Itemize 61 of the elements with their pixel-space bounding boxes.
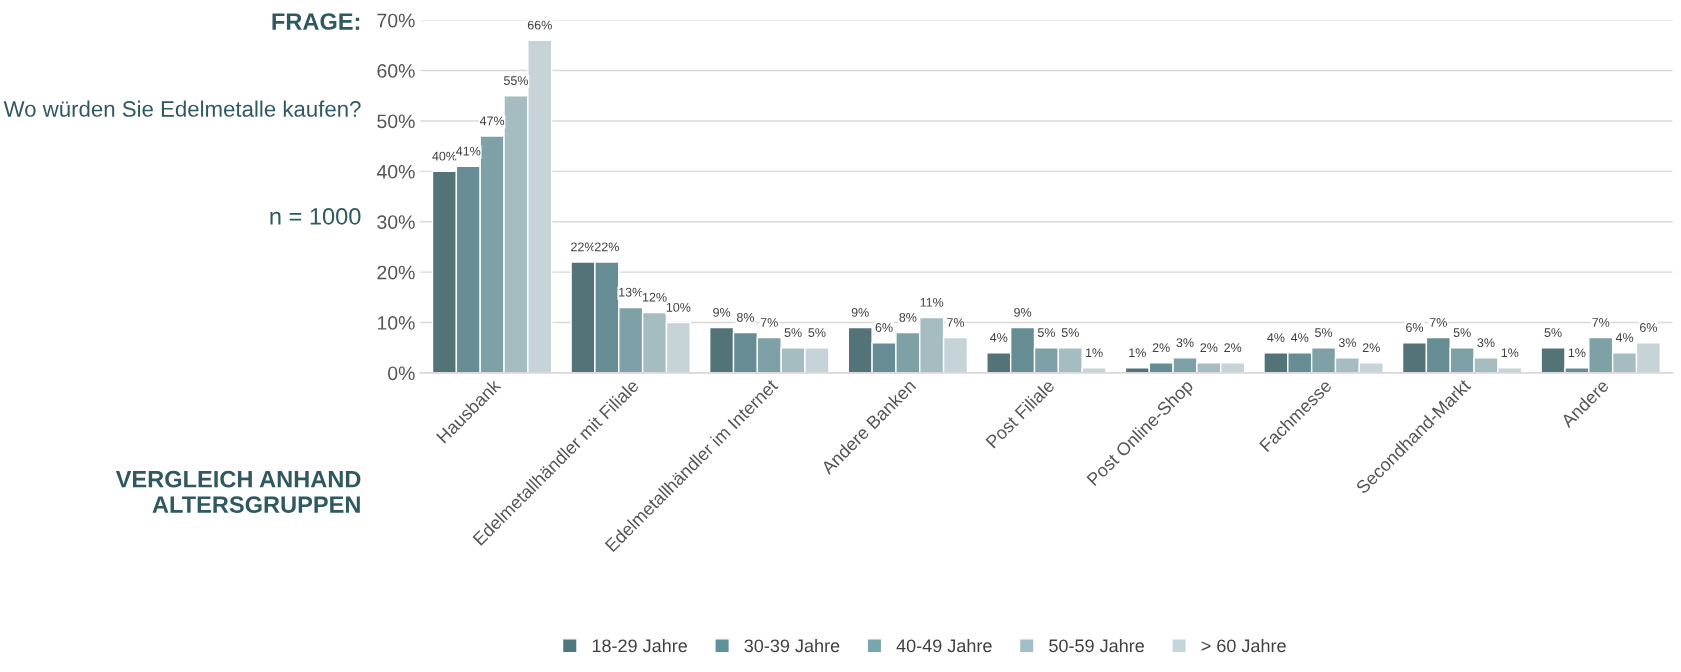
data-label: 5% xyxy=(784,328,802,337)
chart-title: FRAGE: xyxy=(272,13,360,30)
y-tick-label: 70% xyxy=(377,13,415,28)
data-label: 2% xyxy=(1362,343,1380,353)
data-label: 47% xyxy=(479,116,505,126)
data-label: 5% xyxy=(1453,328,1471,337)
data-label: 9% xyxy=(1014,307,1032,317)
legend-label: 30-39 Jahre xyxy=(744,638,840,653)
data-label: 7% xyxy=(760,318,778,327)
y-tick-label: 20% xyxy=(377,265,415,280)
data-label: 12% xyxy=(642,292,667,302)
data-label: 6% xyxy=(1406,323,1424,332)
y-tick-label: 60% xyxy=(377,64,415,78)
legend-label: > 60 Jahre xyxy=(1201,638,1286,653)
data-label: 1% xyxy=(1568,348,1586,358)
data-label: 1% xyxy=(1501,348,1519,358)
data-label: 22% xyxy=(594,242,619,252)
data-label: 5% xyxy=(1037,328,1056,337)
data-label: 2% xyxy=(1224,343,1242,353)
text: n = 1000 xyxy=(270,208,361,225)
data-label: 2% xyxy=(1152,343,1170,353)
data-label: 3% xyxy=(1176,338,1194,348)
data-label: 55% xyxy=(503,76,529,85)
data-label: 5% xyxy=(1544,328,1562,337)
data-label: 3% xyxy=(1477,338,1495,348)
y-tick-label: 10% xyxy=(377,316,415,330)
legend-label: 40-49 Jahre xyxy=(896,638,992,653)
data-label: 13% xyxy=(619,287,643,297)
data-label: 4% xyxy=(1615,333,1634,342)
data-label: 3% xyxy=(1338,338,1356,348)
data-label: 9% xyxy=(713,307,731,317)
y-tick-label: 0% xyxy=(388,366,415,381)
data-label: 8% xyxy=(736,312,755,322)
y-tick-label: 40% xyxy=(376,164,415,179)
data-label: 11% xyxy=(920,297,944,307)
legend-label: 18-29 Jahre xyxy=(592,638,687,653)
data-label: 6% xyxy=(1640,323,1657,332)
y-tick-label: 50% xyxy=(377,114,415,129)
data-label: 7% xyxy=(1592,318,1610,327)
data-label: 40% xyxy=(432,151,457,161)
data-label: 5% xyxy=(1061,328,1079,337)
data-label: 4% xyxy=(1267,333,1285,342)
data-label: 9% xyxy=(851,307,869,317)
data-label: 6% xyxy=(875,323,893,332)
legend-label: 50-59 Jahre xyxy=(1049,638,1144,653)
data-label: 7% xyxy=(1429,318,1447,327)
data-label: 8% xyxy=(899,312,917,322)
data-label: 7% xyxy=(947,318,965,327)
data-label: 10% xyxy=(666,302,691,312)
text: VERGLEICH ANHAND ALTERSGRUPPEN xyxy=(115,470,361,513)
data-label: 5% xyxy=(1315,328,1333,337)
data-label: 4% xyxy=(990,333,1008,342)
y-tick-label: 30% xyxy=(377,215,415,229)
data-label: 2% xyxy=(1200,343,1218,353)
data-label: 1% xyxy=(1086,348,1103,358)
text: Wo würden Sie Edelmetalle kaufen? xyxy=(3,100,361,117)
data-label: 66% xyxy=(527,20,552,30)
data-label: 4% xyxy=(1290,333,1309,342)
data-label: 1% xyxy=(1129,348,1146,358)
data-label: 41% xyxy=(456,146,481,156)
data-label: 5% xyxy=(808,328,826,337)
